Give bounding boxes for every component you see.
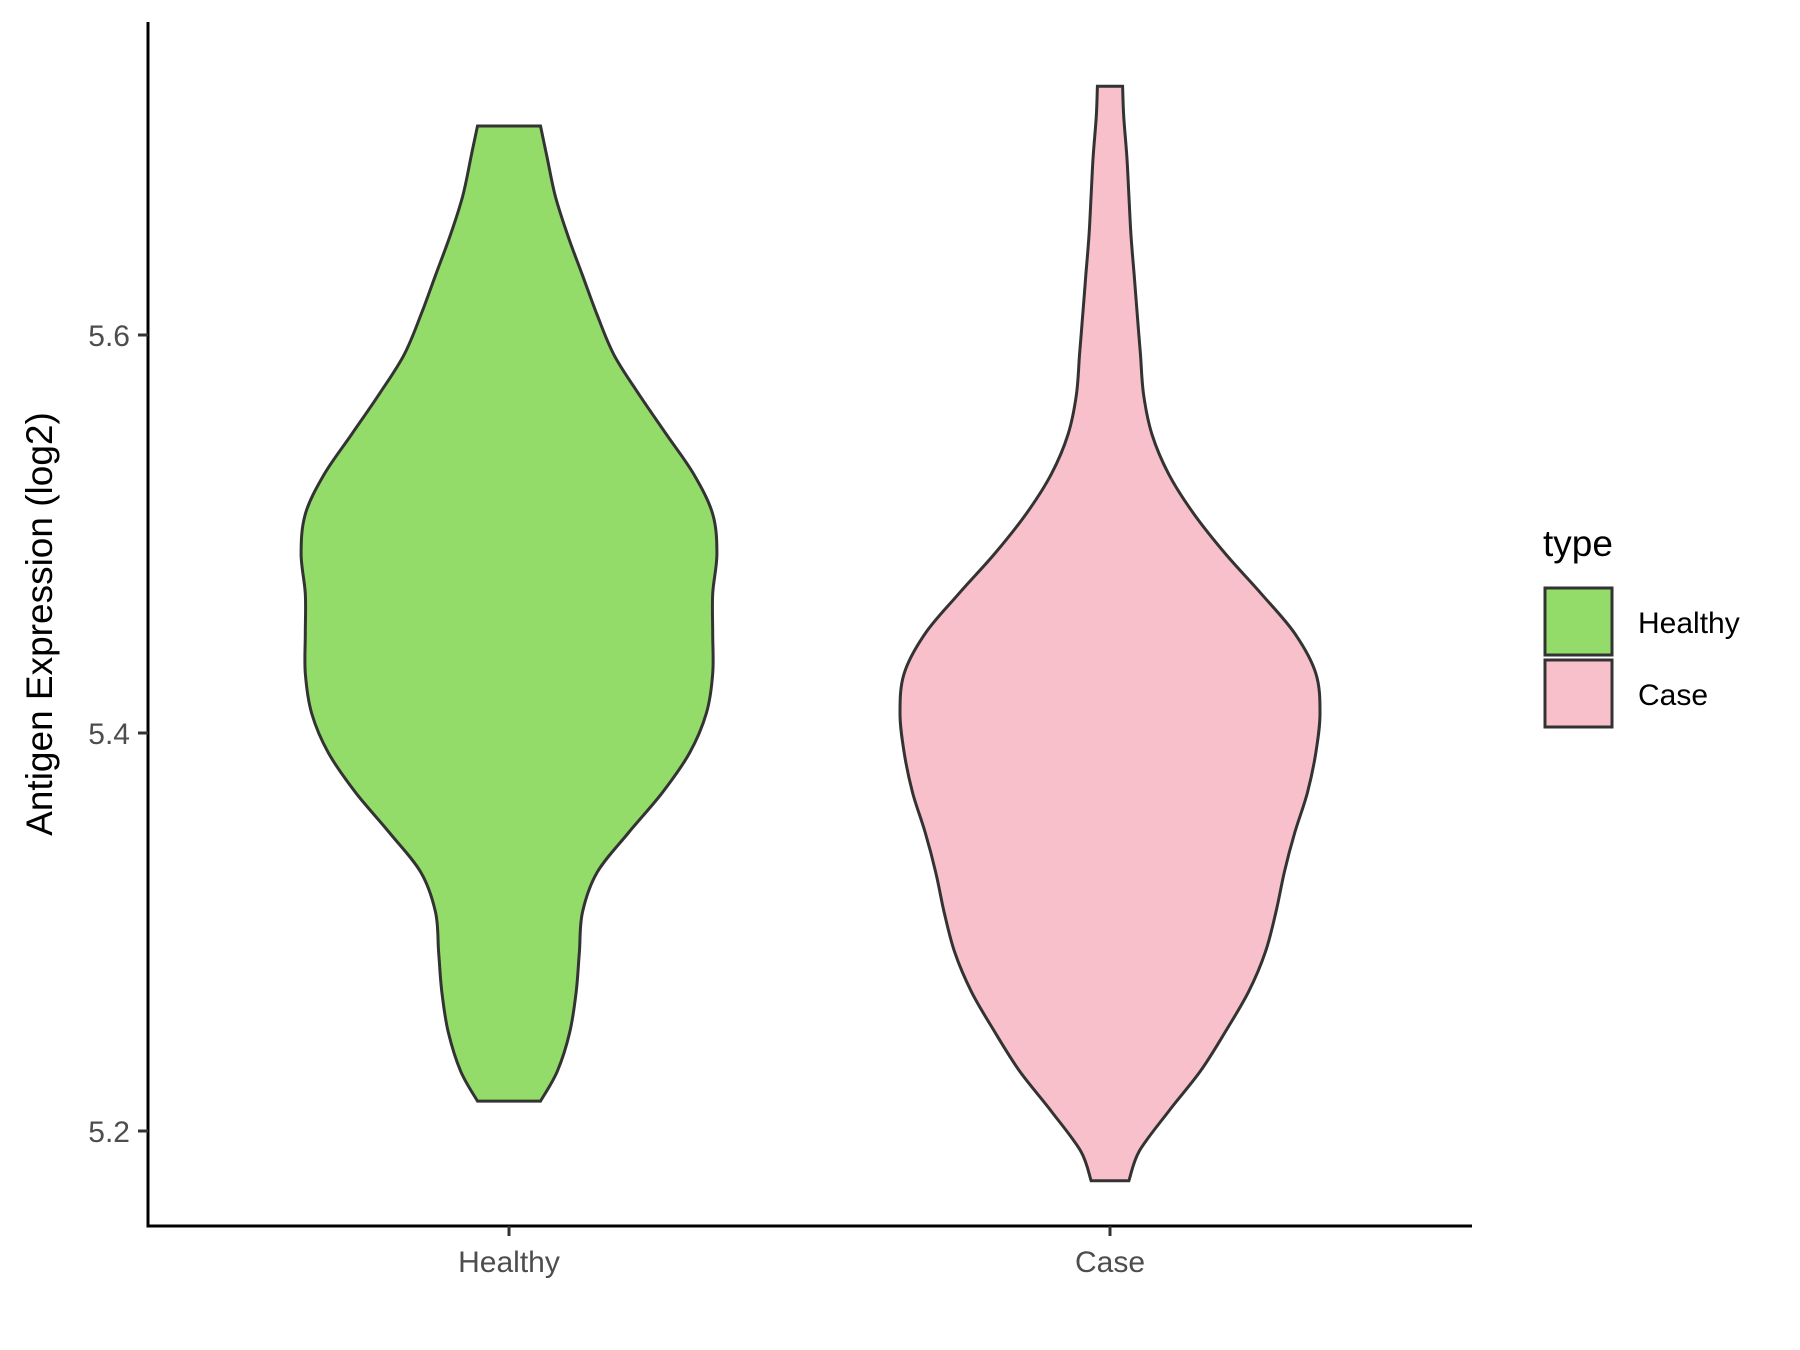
violin-healthy: [299, 124, 719, 1103]
x-tick-label-case: Case: [1075, 1246, 1145, 1279]
y-tick-label: 5.4: [88, 718, 130, 751]
y-tick-label: 5.2: [88, 1116, 130, 1149]
x-ticks: Healthy Case: [458, 1226, 1145, 1279]
x-tick-label-healthy: Healthy: [458, 1246, 560, 1279]
violin-case: [898, 84, 1322, 1183]
legend: type Healthy Case: [1543, 523, 1740, 729]
y-tick-label: 5.6: [88, 320, 130, 353]
y-ticks: 5.2 5.4 5.6: [88, 320, 148, 1149]
violins: [299, 84, 1322, 1183]
legend-label-case: Case: [1638, 679, 1708, 712]
legend-swatch-case: [1543, 658, 1614, 729]
legend-title: type: [1543, 523, 1613, 564]
y-axis-title: Antigen Expression (log2): [19, 412, 60, 836]
legend-items: Healthy Case: [1543, 586, 1740, 729]
legend-label-healthy: Healthy: [1638, 607, 1740, 640]
legend-swatch-healthy: [1543, 586, 1614, 657]
axes: 5.2 5.4 5.6 Healthy Case: [88, 22, 1472, 1279]
